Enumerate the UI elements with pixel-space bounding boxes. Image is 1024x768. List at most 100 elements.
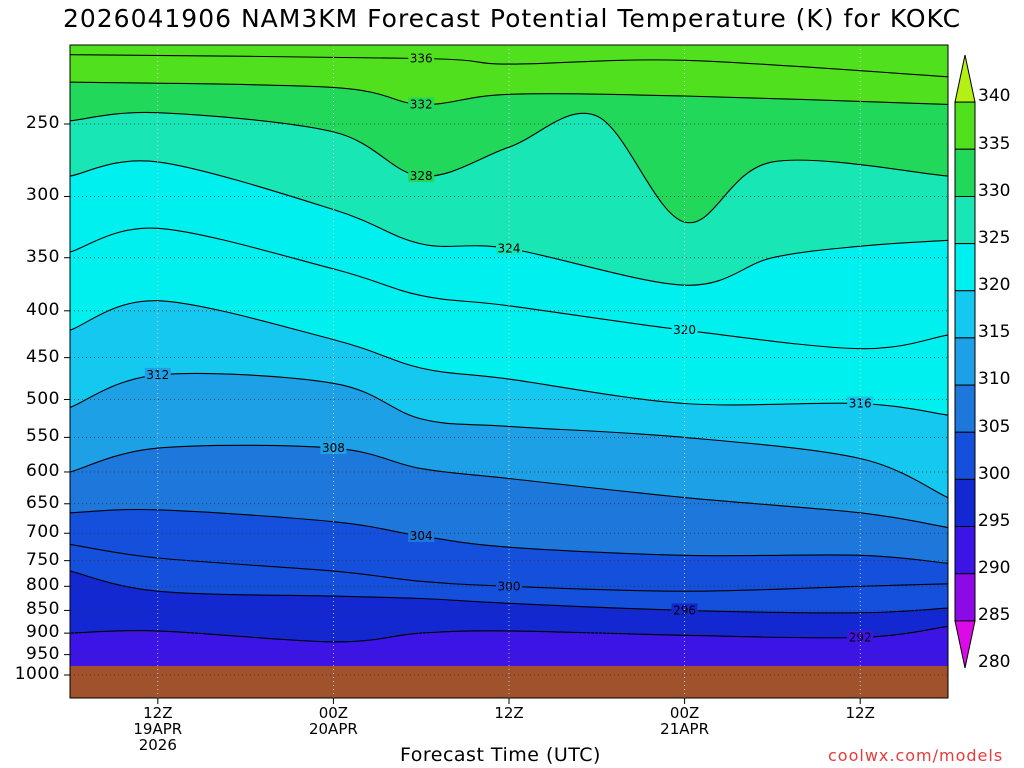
colorbar-swatch xyxy=(954,478,976,528)
colorbar-swatch xyxy=(954,101,976,150)
contour-line-296 xyxy=(70,570,948,614)
colorbar-label: 320 xyxy=(978,275,1011,296)
contour-line-328 xyxy=(70,111,948,224)
chart-title: 2026041906 NAM3KM Forecast Potential Tem… xyxy=(62,4,962,33)
contour-label-296: 296 xyxy=(673,603,696,617)
contour-label-316: 316 xyxy=(849,396,872,410)
contour-label-bg-304 xyxy=(408,529,435,543)
x-tick-label-line3: 2026 xyxy=(138,736,177,754)
colorbar-label: 330 xyxy=(978,180,1011,201)
contour-line-332 xyxy=(70,81,948,105)
y-tick-label: 750 xyxy=(26,549,60,570)
theta-band-304 xyxy=(70,509,948,592)
contour-label-bg-332 xyxy=(408,97,435,111)
y-tick-label: 650 xyxy=(26,492,60,513)
contour-label-328: 328 xyxy=(410,169,433,183)
contour-label-bg-336 xyxy=(408,51,435,65)
colorbar-label: 295 xyxy=(978,510,1011,531)
x-tick-label-line1: 12Z xyxy=(143,704,173,722)
x-tick-label-line1: 12Z xyxy=(845,704,875,722)
theta-band-316 xyxy=(70,300,948,498)
colorbar-label: 280 xyxy=(978,652,1011,673)
theta-band-332 xyxy=(70,82,948,223)
colorbar-swatch xyxy=(954,243,976,292)
theta-band-300 xyxy=(70,544,948,613)
y-tick-label: 250 xyxy=(26,113,60,133)
contour-label-336: 336 xyxy=(410,51,433,65)
x-tick-label: 00Z 20APR xyxy=(288,705,378,737)
contour-label-308: 308 xyxy=(322,441,345,455)
colorbar-swatch xyxy=(954,573,976,622)
theta-band-328 xyxy=(70,112,948,286)
colorbar-swatch xyxy=(954,54,976,103)
colorbar-label: 340 xyxy=(978,86,1011,107)
contour-line-336 xyxy=(70,54,948,78)
y-tick-label: 800 xyxy=(26,575,60,596)
y-tick-label: 450 xyxy=(26,346,60,367)
x-tick-label-line1: 12Z xyxy=(494,704,524,722)
contour-line-304 xyxy=(70,508,948,564)
contour-line-316 xyxy=(70,300,948,416)
x-tick-label-line2: 20APR xyxy=(308,720,358,738)
contour-line-292 xyxy=(70,625,948,643)
contour-line-312 xyxy=(70,372,948,499)
y-tick-label: 1000 xyxy=(14,664,60,684)
colorbar-swatch xyxy=(954,290,976,339)
x-tick-label-line2: 19APR xyxy=(133,720,183,738)
colorbar-swatch xyxy=(954,337,976,386)
x-tick-label: 12Z xyxy=(815,705,905,721)
y-tick-label: 900 xyxy=(26,622,60,643)
colorbar-label: 305 xyxy=(978,416,1011,437)
contour-label-bg-312 xyxy=(144,367,171,381)
contour-label-324: 324 xyxy=(498,242,521,256)
colorbar-swatch xyxy=(954,526,976,575)
contour-line-320 xyxy=(70,227,948,350)
theta-band-296 xyxy=(70,571,948,642)
x-axis-label: Forecast Time (UTC) xyxy=(400,744,601,766)
contour-line-300 xyxy=(70,543,948,592)
contour-label-320: 320 xyxy=(673,323,696,337)
y-tick-label: 600 xyxy=(26,460,60,481)
colorbar-label: 310 xyxy=(978,369,1011,390)
x-tick-label-line1: 00Z xyxy=(318,704,349,722)
theta-band-324 xyxy=(70,160,948,349)
colorbar-swatch xyxy=(954,148,976,197)
x-tick-label: 00Z 21APR xyxy=(640,705,730,737)
x-tick-label-line2: 21APR xyxy=(660,720,709,738)
colorbar-swatch xyxy=(954,620,976,669)
contour-label-304: 304 xyxy=(410,529,433,543)
x-tick-label-line1: 00Z xyxy=(669,704,700,722)
theta-band-308 xyxy=(70,445,948,564)
y-tick-label: 850 xyxy=(26,599,60,620)
colorbar-label: 290 xyxy=(978,557,1011,578)
y-tick-label: 950 xyxy=(26,643,60,664)
colorbar-label: 300 xyxy=(978,463,1011,484)
theta-band-336 xyxy=(70,54,948,105)
contour-line-308 xyxy=(70,444,948,529)
y-tick-label: 550 xyxy=(26,426,60,447)
colorbar-label: 325 xyxy=(978,227,1011,248)
colorbar-label: 335 xyxy=(978,133,1011,154)
contour-label-312: 312 xyxy=(146,368,169,382)
contour-label-332: 332 xyxy=(410,97,433,111)
y-tick-label: 400 xyxy=(26,299,60,320)
colorbar-label: 285 xyxy=(978,605,1011,626)
y-tick-label: 300 xyxy=(26,185,60,206)
theta-band-top xyxy=(70,45,948,77)
contour-label-bg-324 xyxy=(496,241,522,255)
x-tick-label: 12Z xyxy=(464,705,554,721)
colorbar-swatch xyxy=(954,384,976,433)
credit-text: coolwx.com/models xyxy=(828,746,1004,765)
contour-label-bg-328 xyxy=(408,169,435,183)
y-tick-label: 700 xyxy=(26,522,60,543)
x-tick-label: 12Z 19APR 2026 xyxy=(113,705,203,753)
colorbar-label: 315 xyxy=(978,322,1011,343)
y-tick-label: 350 xyxy=(26,246,60,267)
theta-band-312 xyxy=(70,373,948,528)
y-tick-label: 500 xyxy=(26,388,60,409)
contour-label-300: 300 xyxy=(498,579,521,593)
colorbar-swatch xyxy=(954,431,976,480)
colorbar-swatch xyxy=(954,195,976,245)
